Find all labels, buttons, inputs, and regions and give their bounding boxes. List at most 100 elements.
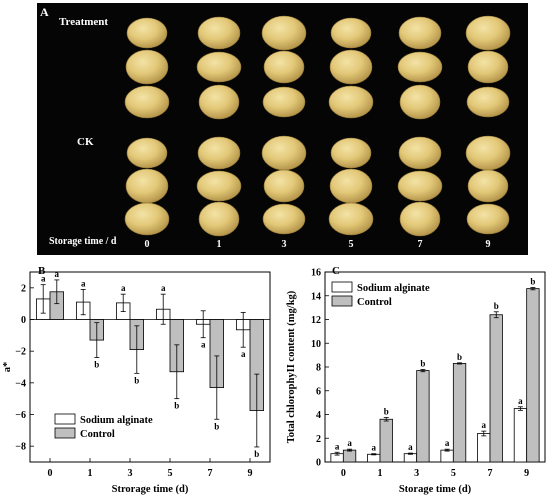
potato-image <box>198 84 240 120</box>
legend-label: Sodium alginate <box>357 283 430 294</box>
y-tick-label: 14 <box>311 291 321 302</box>
legend-swatch <box>54 413 76 425</box>
significance-letter: a <box>445 438 450 448</box>
legend-label: Control <box>357 297 392 308</box>
x-tick-label: 1 <box>88 468 93 479</box>
potato-image <box>196 170 242 202</box>
potato-image <box>262 86 306 118</box>
y-tick-label: −8 <box>15 442 26 453</box>
potato-image <box>124 202 170 236</box>
significance-letter: a <box>241 349 246 359</box>
significance-letter: a <box>121 283 126 293</box>
potato-image <box>399 201 441 237</box>
y-tick-label: 8 <box>316 363 321 374</box>
y-tick-label: 0 <box>316 458 321 469</box>
potato-image <box>330 17 372 49</box>
significance-letter: b <box>134 375 139 385</box>
panel-label-a: A <box>40 5 49 19</box>
x-tick-label: 5 <box>451 468 456 479</box>
x-tick-label: 9 <box>524 468 529 479</box>
x-axis-title: Strorage time (d) <box>112 484 189 495</box>
significance-letter: a <box>482 420 487 430</box>
panel-label: B <box>38 265 46 277</box>
y-tick-label: 6 <box>316 386 321 397</box>
potato-image <box>465 135 511 171</box>
y-tick-label: −2 <box>15 347 26 358</box>
significance-letter: b <box>384 406 389 416</box>
significance-letter: a <box>347 438 352 448</box>
significance-letter: b <box>530 276 535 286</box>
potato-image <box>126 17 168 49</box>
significance-letter: b <box>457 352 462 362</box>
y-axis-title: a* <box>2 362 13 373</box>
legend-swatch <box>54 427 76 439</box>
x-tick-label: 9 <box>248 468 253 479</box>
storage-day-label: 9 <box>486 239 491 250</box>
significance-letter: b <box>214 421 219 431</box>
significance-letter: b <box>254 449 259 459</box>
storage-day-label: 0 <box>145 239 150 250</box>
bar <box>342 449 357 463</box>
potato-image <box>399 84 441 120</box>
bar <box>513 408 528 463</box>
x-tick-label: 3 <box>128 468 133 479</box>
potato-image <box>465 15 511 51</box>
bar <box>526 288 540 463</box>
potato-grid: 0 1 3 5 7 9 <box>124 15 511 250</box>
x-tick-label: 7 <box>488 468 493 479</box>
y-tick-label: −4 <box>15 378 26 389</box>
potato-image <box>126 137 168 169</box>
storage-day-label: 5 <box>349 239 354 250</box>
y-tick-label: 4 <box>316 410 321 421</box>
potato-image <box>197 16 241 50</box>
potato-image <box>467 50 509 84</box>
potato-image <box>328 202 374 236</box>
y-tick-label: 2 <box>21 283 26 294</box>
potato-image <box>397 51 443 83</box>
y-tick-label: −6 <box>15 410 26 421</box>
significance-letter: b <box>494 301 499 311</box>
storage-day-label: 7 <box>418 239 423 250</box>
y-tick-label: 12 <box>311 315 321 326</box>
significance-letter: a <box>201 340 206 350</box>
potato-image <box>261 135 307 171</box>
potato-image <box>330 137 372 169</box>
potato-image <box>329 49 373 85</box>
potato-image <box>329 168 373 204</box>
plot-frame <box>29 271 271 463</box>
potato-image <box>263 169 305 203</box>
potato-image <box>197 136 241 170</box>
potato-image <box>466 203 510 235</box>
significance-letter: b <box>94 360 99 370</box>
significance-letter: a <box>335 441 340 451</box>
bar <box>452 363 467 463</box>
legend-swatch <box>331 295 353 307</box>
potato-image <box>263 50 305 84</box>
y-tick-label: 2 <box>316 434 321 445</box>
y-tick-label: 16 <box>311 268 321 279</box>
potato-image <box>328 85 374 119</box>
potato-image <box>262 203 306 235</box>
potato-image <box>125 49 169 85</box>
significance-letter: a <box>408 442 413 452</box>
y-axis-title: Total chlorophyII content (mg/kg) <box>286 290 297 443</box>
significance-letter: a <box>55 269 60 279</box>
potato-image <box>196 51 242 83</box>
x-tick-label: 3 <box>414 468 419 479</box>
bar <box>489 314 503 463</box>
storage-day-label: 1 <box>217 239 222 250</box>
bar <box>379 418 393 463</box>
significance-letter: a <box>81 278 86 288</box>
potato-image <box>397 170 443 202</box>
legend-label: Sodium alginate <box>80 415 153 426</box>
potato-image <box>466 86 510 118</box>
potato-photo-panel: A Treatment CK Storage time / d 0 1 3 5 7 9 <box>37 3 528 255</box>
x-tick-label: 7 <box>208 468 213 479</box>
legend-swatch <box>331 281 353 293</box>
bar <box>416 370 430 463</box>
significance-letter: a <box>372 443 377 453</box>
y-tick-label: 0 <box>21 315 26 326</box>
ck-label: CK <box>77 136 94 148</box>
